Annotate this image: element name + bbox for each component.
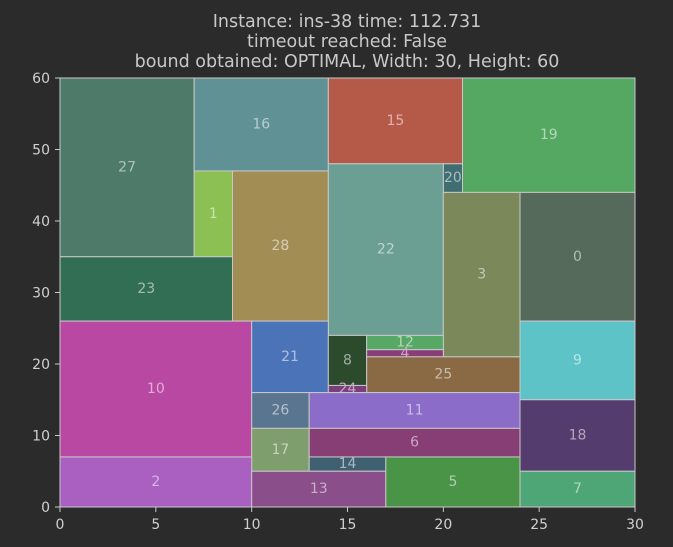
rect-21 (251, 320, 329, 394)
rect-17 (251, 427, 310, 472)
rect-label-21: 21 (281, 349, 299, 365)
rect-label-22: 22 (377, 242, 395, 258)
rect-0 (519, 191, 636, 322)
rect-label-16: 16 (252, 116, 270, 132)
x-tick-label-10: 10 (243, 517, 261, 533)
rect-6 (308, 427, 521, 458)
rect-26 (251, 392, 310, 429)
x-tick-label-0: 0 (56, 517, 65, 533)
title-line-1: Instance: ins-38 time: 112.731 (213, 12, 481, 32)
rect-label-6: 6 (410, 435, 419, 451)
rect-label-20: 20 (444, 170, 462, 186)
rect-label-8: 8 (343, 352, 352, 368)
rect-8 (327, 334, 368, 386)
rect-label-14: 14 (339, 456, 357, 472)
rect-label-9: 9 (573, 352, 582, 368)
rect-9 (519, 320, 636, 401)
rect-27 (59, 77, 195, 258)
rect-label-15: 15 (387, 113, 405, 129)
rect-label-12: 12 (396, 335, 414, 351)
y-tick-label-60: 60 (32, 71, 50, 87)
rect-13 (251, 470, 387, 508)
rect-label-5: 5 (448, 474, 457, 490)
x-tick-label-20: 20 (434, 517, 452, 533)
x-tick-label-30: 30 (626, 517, 644, 533)
rect-label-19: 19 (540, 127, 558, 143)
rect-label-13: 13 (310, 481, 328, 497)
rect-label-17: 17 (272, 442, 290, 458)
y-axis: 0 10 20 30 40 50 60 (32, 71, 60, 516)
x-tick-label-25: 25 (530, 517, 548, 533)
rect-label-28: 28 (272, 238, 290, 254)
rect-23 (59, 256, 233, 322)
rect-label-10: 10 (147, 381, 165, 397)
rect-3 (442, 191, 521, 358)
rect-11 (308, 392, 521, 429)
y-tick-label-0: 0 (41, 500, 50, 516)
rect-18 (519, 399, 636, 472)
x-axis: 0 5 10 15 20 25 30 (56, 507, 644, 533)
rect-label-3: 3 (477, 267, 486, 283)
rect-label-4: 4 (401, 345, 410, 361)
rect-2 (59, 456, 253, 508)
rect-label-18: 18 (569, 428, 587, 444)
rect-16 (193, 77, 329, 172)
x-tick-label-5: 5 (151, 517, 160, 533)
x-tick-label-15: 15 (339, 517, 357, 533)
rect-label-2: 2 (151, 474, 160, 490)
y-tick-label-10: 10 (32, 429, 50, 445)
rect-label-26: 26 (272, 402, 290, 418)
title-line-3: bound obtained: OPTIMAL, Width: 30, Heig… (135, 52, 560, 72)
title-line-2: timeout reached: False (247, 32, 447, 52)
rect-label-7: 7 (573, 481, 582, 497)
rect-19 (462, 77, 636, 193)
rect-28 (232, 170, 329, 322)
rect-label-23: 23 (137, 281, 155, 297)
rect-label-11: 11 (406, 402, 424, 418)
y-tick-label-20: 20 (32, 357, 50, 373)
y-tick-label-30: 30 (32, 286, 50, 302)
y-tick-label-50: 50 (32, 143, 50, 159)
rect-22 (327, 163, 444, 336)
y-tick-label-40: 40 (32, 214, 50, 230)
rect-label-27: 27 (118, 159, 136, 175)
rect-label-25: 25 (434, 367, 452, 383)
rect-label-0: 0 (573, 249, 582, 265)
rect-label-1: 1 (209, 206, 218, 222)
rect-5 (385, 456, 521, 508)
